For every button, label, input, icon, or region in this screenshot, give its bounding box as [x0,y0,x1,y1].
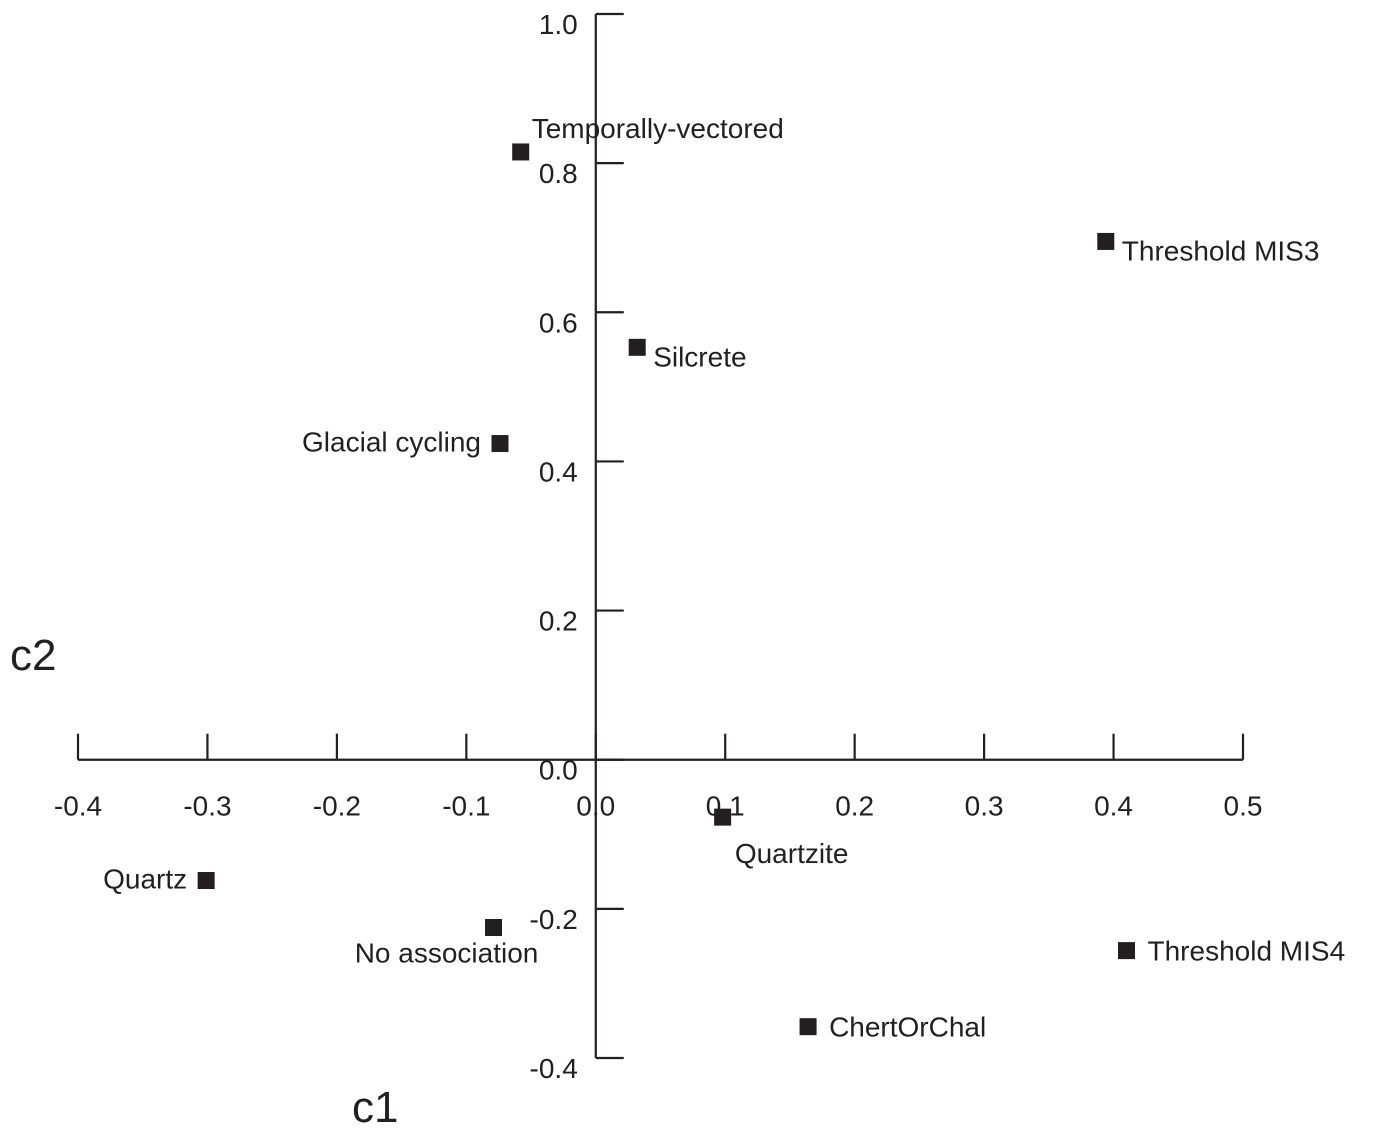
x-tick-label: 0.5 [1224,791,1263,822]
x-tick-label: 0.0 [576,791,615,822]
point-label: Quartz [103,864,187,895]
point-label: Quartzite [735,838,849,869]
data-point [799,1018,817,1036]
y-tick-label: -0.4 [530,1053,578,1084]
point-label: Silcrete [653,341,746,372]
x-tick-label: -0.1 [442,791,490,822]
y-tick-label: 1.0 [539,9,578,40]
point-label: No association [355,938,539,969]
point-label: ChertOrChal [829,1012,986,1043]
x-tick-label: -0.4 [54,791,102,822]
data-points [197,143,1135,1036]
x-tick-label: -0.3 [183,791,231,822]
y-tick-label: 0.6 [539,307,578,338]
data-point [1118,942,1135,960]
y-axis-title: c2 [10,631,56,680]
y-tick-label: 0.8 [539,158,578,189]
x-tick-label: -0.2 [313,791,361,822]
x-tick-label: 0.2 [835,791,874,822]
y-tick-label: 0.2 [539,606,578,637]
ticks: -0.4 -0.3 -0.2 -0.1 0.0 0.1 0.2 0.3 0.4 0.5-0.4-0… [54,9,1263,1084]
x-tick-label: 0.4 [1094,791,1133,822]
point-labels: Temporally-vectored Threshold MIS3 Silcret… [103,113,1345,1043]
data-point [491,435,509,453]
x-tick-label: 0.3 [965,791,1004,822]
x-axis-title: c1 [352,1083,398,1129]
point-label: Threshold MIS4 [1148,936,1346,967]
y-tick-label: 0.0 [539,755,578,786]
data-point [512,143,530,161]
axes [78,14,1243,1058]
data-point [714,808,732,826]
point-label: Glacial cycling [302,427,481,458]
data-point [197,872,215,890]
y-tick-label: -0.2 [530,904,578,935]
data-point [628,338,646,356]
point-label: Temporally-vectored [532,113,784,144]
point-label: Threshold MIS3 [1122,235,1320,266]
data-point [485,919,503,936]
data-point [1097,232,1115,250]
y-tick-label: 0.4 [539,456,578,487]
